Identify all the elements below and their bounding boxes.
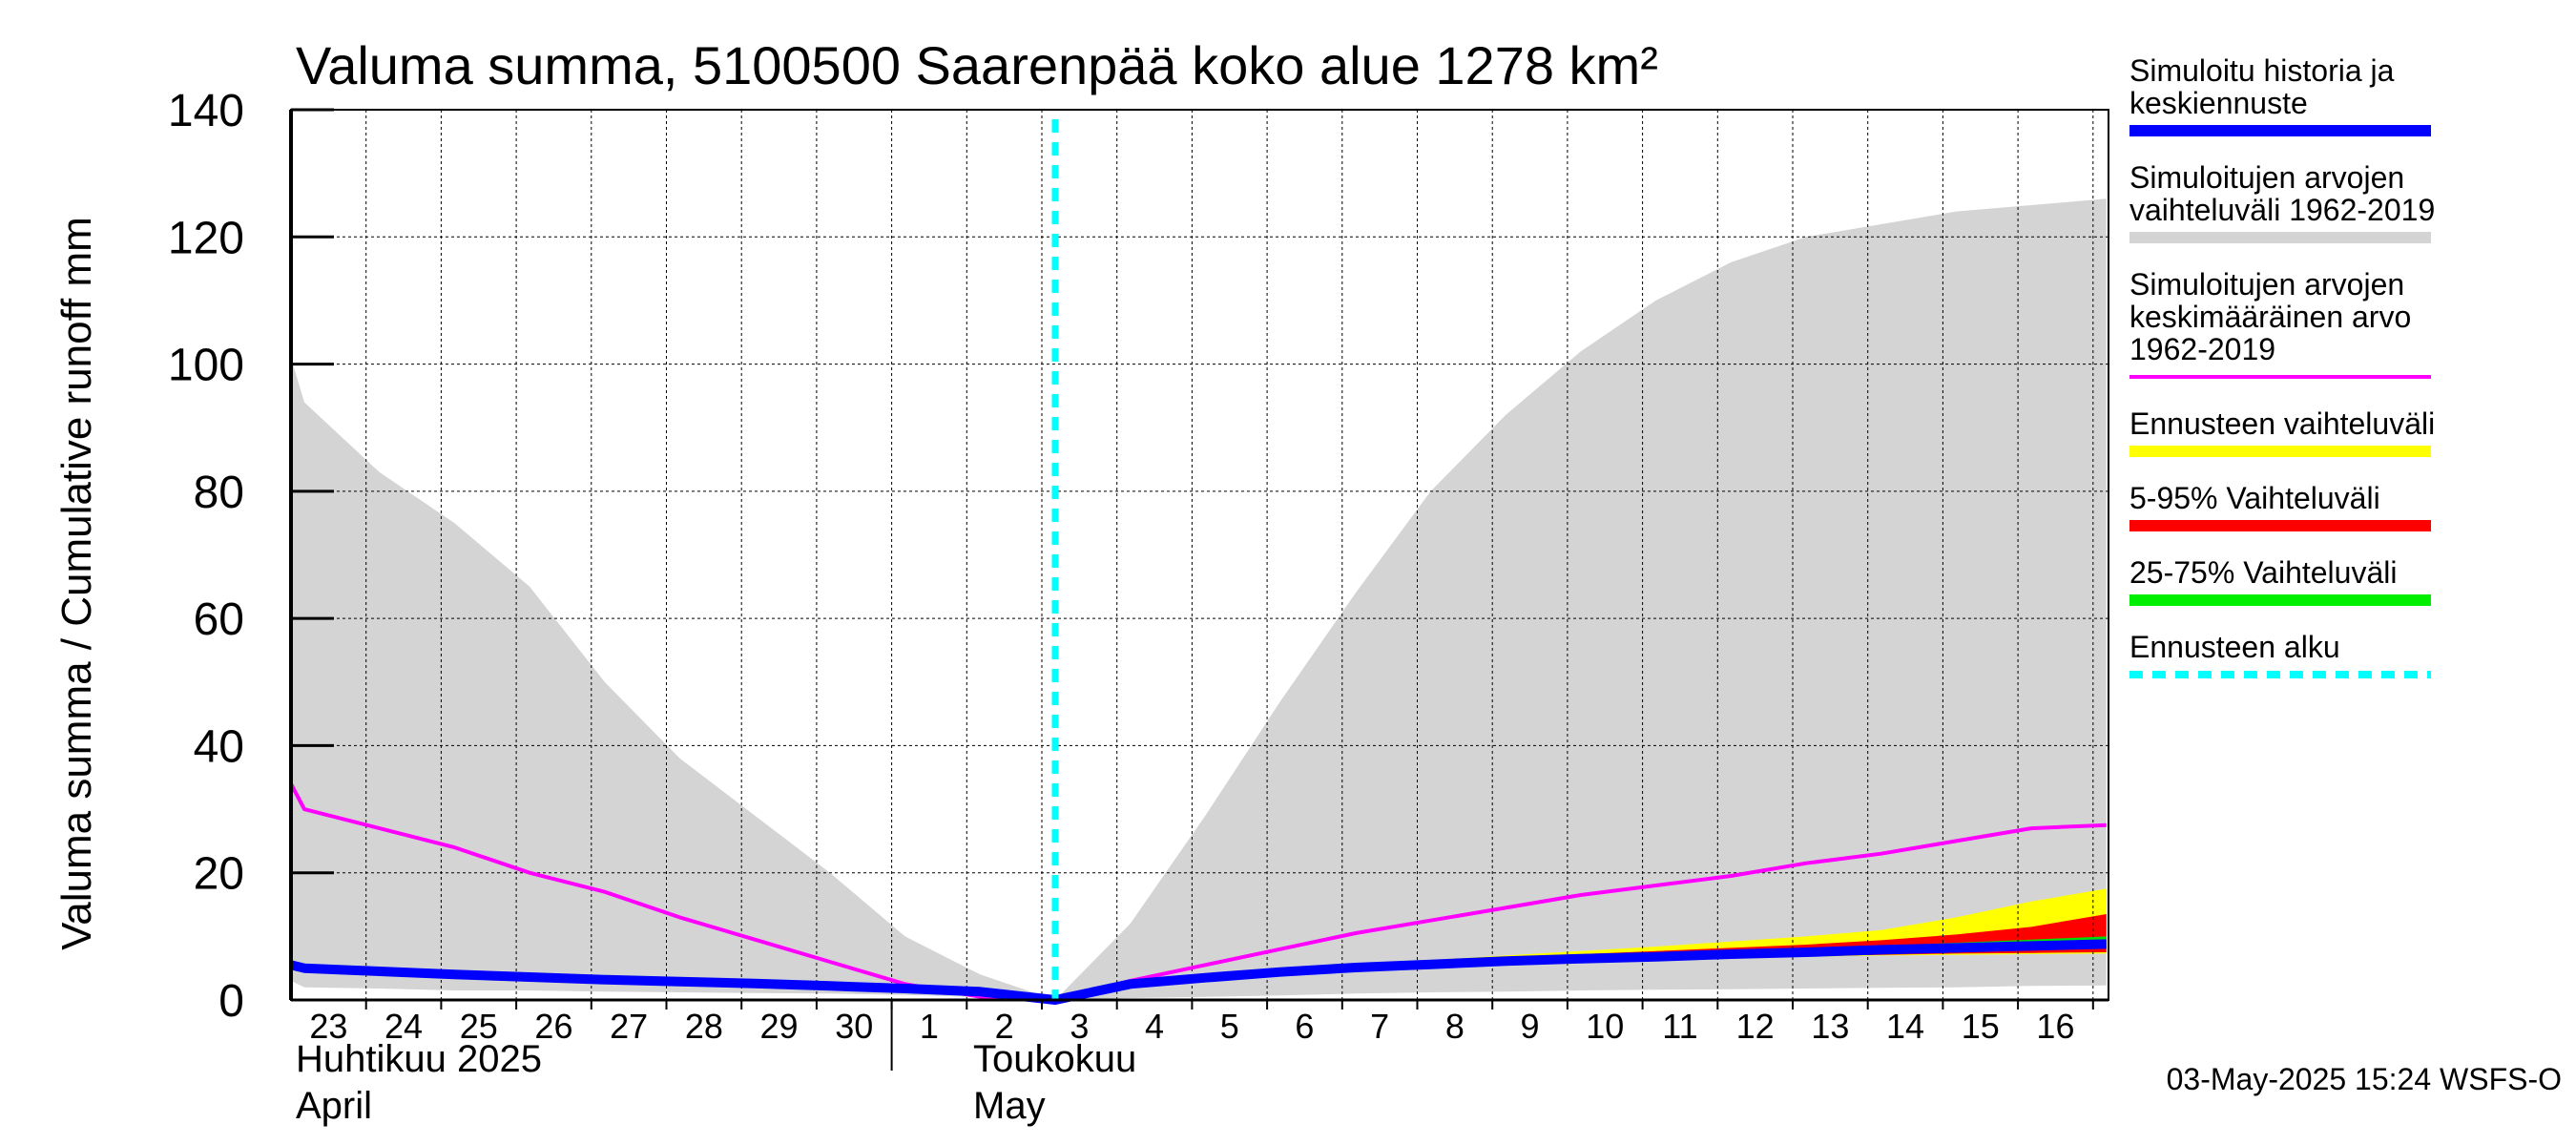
band-d4d4d4	[291, 198, 2107, 1001]
x-tick-label: 15	[1962, 1007, 2000, 1046]
x-tick-label: 10	[1586, 1007, 1624, 1046]
legend-label: 5-95% Vaihteluväli	[2129, 481, 2380, 515]
x-tick-label: 29	[760, 1007, 799, 1046]
x-tick-label: 13	[1811, 1007, 1849, 1046]
legend-label: vaihteluväli 1962-2019	[2129, 193, 2435, 227]
x-tick-label: 30	[835, 1007, 873, 1046]
x-tick-label: 9	[1521, 1007, 1540, 1046]
x-tick-label: 25	[460, 1007, 498, 1046]
y-tick-label: 40	[194, 721, 244, 772]
legend-label: Ennusteen alku	[2129, 630, 2340, 664]
month-label-en: May	[973, 1085, 1046, 1127]
legend-label: 1962-2019	[2129, 332, 2275, 366]
y-tick-label: 80	[194, 468, 244, 518]
x-tick-label: 14	[1886, 1007, 1924, 1046]
x-tick-label: 12	[1736, 1007, 1775, 1046]
x-tick-label: 2	[995, 1007, 1014, 1046]
x-tick-label: 1	[920, 1007, 939, 1046]
legend-label: keskimääräinen arvo	[2129, 300, 2411, 334]
x-tick-label: 4	[1145, 1007, 1164, 1046]
legend-label: keskiennuste	[2129, 86, 2308, 120]
y-axis-label: Valuma summa / Cumulative runoff mm	[53, 217, 100, 950]
x-tick-label: 5	[1220, 1007, 1239, 1046]
chart-title: Valuma summa, 5100500 Saarenpää koko alu…	[296, 35, 1658, 95]
series-line-ff00ff	[289, 782, 2107, 1002]
x-tick-label: 7	[1370, 1007, 1389, 1046]
series-line-0000ff	[289, 939, 2107, 1005]
x-tick-label: 24	[384, 1007, 423, 1046]
timestamp: 03-May-2025 15:24 WSFS-O	[2167, 1062, 2562, 1096]
y-tick-label: 100	[168, 341, 244, 391]
x-tick-label: 27	[610, 1007, 648, 1046]
legend-label: Ennusteen vaihteluväli	[2129, 406, 2435, 441]
x-tick-label: 23	[309, 1007, 347, 1046]
y-tick-label: 140	[168, 86, 244, 136]
x-tick-label: 6	[1295, 1007, 1314, 1046]
month-label-fi: Toukokuu	[973, 1038, 1136, 1080]
x-tick-label: 8	[1445, 1007, 1465, 1046]
month-label-en: April	[296, 1085, 372, 1127]
y-tick-label: 20	[194, 849, 244, 900]
legend-label: Simuloitu historia ja	[2129, 53, 2395, 88]
y-tick-label: 120	[168, 213, 244, 263]
x-tick-label: 16	[2036, 1007, 2074, 1046]
series-lines	[289, 119, 2107, 1005]
legend-label: Simuloitujen arvojen	[2129, 267, 2404, 302]
x-tick-label: 26	[534, 1007, 572, 1046]
x-tick-label: 3	[1070, 1007, 1089, 1046]
legend-label: Simuloitujen arvojen	[2129, 160, 2404, 195]
month-label-fi: Huhtikuu 2025	[296, 1038, 542, 1080]
x-tick-label: 28	[685, 1007, 723, 1046]
y-tick-label: 0	[218, 976, 244, 1027]
y-tick-label: 60	[194, 594, 244, 645]
x-tick-label: 11	[1662, 1007, 1697, 1046]
legend-label: 25-75% Vaihteluväli	[2129, 555, 2397, 590]
